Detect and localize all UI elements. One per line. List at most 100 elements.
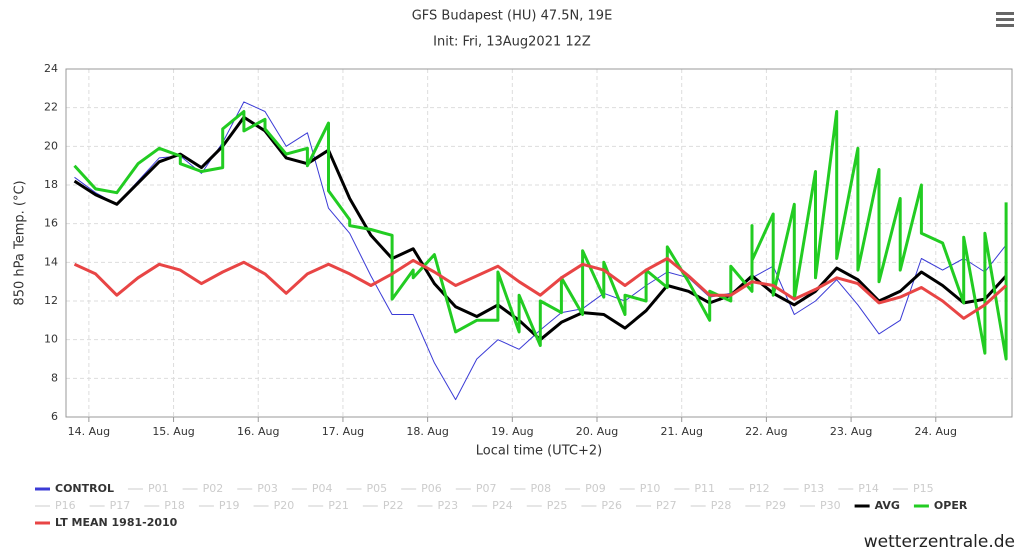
plot-frame xyxy=(65,68,1013,418)
legend-label: P04 xyxy=(312,482,333,495)
y-tick-label: 20 xyxy=(44,139,58,152)
legend-label: P13 xyxy=(804,482,825,495)
x-tick-label: 19. Aug xyxy=(491,425,533,438)
legend-item[interactable]: P16 xyxy=(35,499,76,512)
legend-label: P01 xyxy=(148,482,169,495)
menu-button[interactable] xyxy=(996,12,1014,27)
legend-label: P08 xyxy=(530,482,551,495)
menu-bar xyxy=(996,18,1014,21)
x-tick-label: 16. Aug xyxy=(237,425,279,438)
y-tick-label: 10 xyxy=(44,333,58,346)
legend-label: P14 xyxy=(858,482,879,495)
legend-label: P29 xyxy=(765,499,786,512)
x-tick-label: 23. Aug xyxy=(830,425,872,438)
legend-label: P20 xyxy=(274,499,295,512)
legend-label: P26 xyxy=(601,499,622,512)
legend-item[interactable]: P10 xyxy=(619,482,661,495)
legend-item[interactable]: P05 xyxy=(346,482,388,495)
legend-label: P06 xyxy=(421,482,442,495)
y-tick-label: 12 xyxy=(44,294,58,307)
legend-label: P07 xyxy=(476,482,497,495)
y-tick-label: 8 xyxy=(51,371,58,384)
legend-label: P23 xyxy=(437,499,458,512)
legend-item[interactable]: LT MEAN 1981-2010 xyxy=(35,516,178,529)
legend-item[interactable]: P29 xyxy=(745,499,786,512)
legend-label: P02 xyxy=(203,482,224,495)
legend-label: P27 xyxy=(656,499,677,512)
legend-item[interactable]: P07 xyxy=(455,482,497,495)
legend-label: P03 xyxy=(257,482,278,495)
legend-item[interactable]: P22 xyxy=(362,499,404,512)
legend-item[interactable]: P18 xyxy=(144,499,185,512)
y-axis-label: 850 hPa Temp. (°C) xyxy=(13,180,28,305)
legend-item[interactable]: P13 xyxy=(783,482,825,495)
legend-label: P09 xyxy=(585,482,606,495)
legend-item[interactable]: P08 xyxy=(510,482,551,495)
legend-label: LT MEAN 1981-2010 xyxy=(55,516,178,529)
legend-label: P05 xyxy=(367,482,388,495)
legend-item[interactable]: P09 xyxy=(565,482,606,495)
legend-item[interactable]: P20 xyxy=(253,499,295,512)
legend-item[interactable]: P11 xyxy=(674,482,715,495)
legend-item[interactable]: P19 xyxy=(198,499,240,512)
legend-item[interactable]: AVG xyxy=(854,499,900,512)
legend-item[interactable]: P24 xyxy=(472,499,513,512)
menu-bar xyxy=(996,12,1014,15)
legend-label: P18 xyxy=(164,499,185,512)
y-tick-label: 22 xyxy=(44,101,58,114)
x-tick-label: 22. Aug xyxy=(745,425,787,438)
legend-item[interactable]: P30 xyxy=(799,499,841,512)
legend-item[interactable]: P14 xyxy=(838,482,879,495)
legend-item[interactable]: OPER xyxy=(913,499,968,512)
legend-label: P22 xyxy=(383,499,404,512)
legend-item[interactable]: P21 xyxy=(308,499,349,512)
x-tick-label: 21. Aug xyxy=(660,425,702,438)
y-tick-label: 6 xyxy=(51,410,58,423)
x-tick-label: 17. Aug xyxy=(322,425,364,438)
x-tick-label: 14. Aug xyxy=(68,425,110,438)
x-tick-label: 24. Aug xyxy=(915,425,957,438)
legend-item[interactable]: P06 xyxy=(401,482,442,495)
y-tick-label: 14 xyxy=(44,255,58,268)
legend-label: P28 xyxy=(711,499,732,512)
legend-label: P12 xyxy=(749,482,770,495)
legend-item[interactable]: P03 xyxy=(237,482,278,495)
legend-label: P11 xyxy=(694,482,715,495)
legend-item[interactable]: P04 xyxy=(291,482,333,495)
legend-item[interactable]: P25 xyxy=(526,499,568,512)
legend-label: P21 xyxy=(328,499,349,512)
legend-item[interactable]: P12 xyxy=(729,482,770,495)
legend-item[interactable]: P28 xyxy=(690,499,732,512)
x-axis-label: Local time (UTC+2) xyxy=(476,444,602,459)
series-line xyxy=(73,257,1008,320)
x-tick-label: 18. Aug xyxy=(406,425,448,438)
legend-label: OPER xyxy=(934,499,968,512)
chart-subtitle: Init: Fri, 13Aug2021 12Z xyxy=(433,35,591,50)
legend-item[interactable]: CONTROL xyxy=(35,482,114,495)
credit: wetterzentrale.de xyxy=(864,532,1015,552)
y-tick-label: 16 xyxy=(44,217,58,230)
legend-label: P25 xyxy=(547,499,568,512)
legend-item[interactable]: P01 xyxy=(127,482,169,495)
plot-area: 6 8 10 12 14 16 18 20 22 24 14. Aug 15. Aug 16. Aug 1… xyxy=(44,62,1012,438)
legend-item[interactable]: P17 xyxy=(89,499,131,512)
y-tick-label: 24 xyxy=(44,62,58,75)
legend-label: P30 xyxy=(820,499,841,512)
series-line xyxy=(73,110,1008,361)
legend: CONTROL P01 P02 P03 P04 P05 P06 P07 P08 P09 P10 P11… xyxy=(35,482,968,529)
legend-item[interactable]: P15 xyxy=(892,482,934,495)
legend-label: P24 xyxy=(492,499,513,512)
legend-item[interactable]: P02 xyxy=(182,482,224,495)
x-tick-label: 15. Aug xyxy=(152,425,194,438)
legend-label: P15 xyxy=(913,482,934,495)
legend-item[interactable]: P26 xyxy=(581,499,622,512)
legend-label: P10 xyxy=(640,482,661,495)
legend-label: AVG xyxy=(875,499,900,512)
legend-item[interactable]: P23 xyxy=(417,499,458,512)
legend-label: P16 xyxy=(55,499,76,512)
legend-item[interactable]: P27 xyxy=(636,499,677,512)
legend-label: P19 xyxy=(219,499,240,512)
legend-label: P17 xyxy=(110,499,131,512)
x-tick-label: 20. Aug xyxy=(576,425,618,438)
